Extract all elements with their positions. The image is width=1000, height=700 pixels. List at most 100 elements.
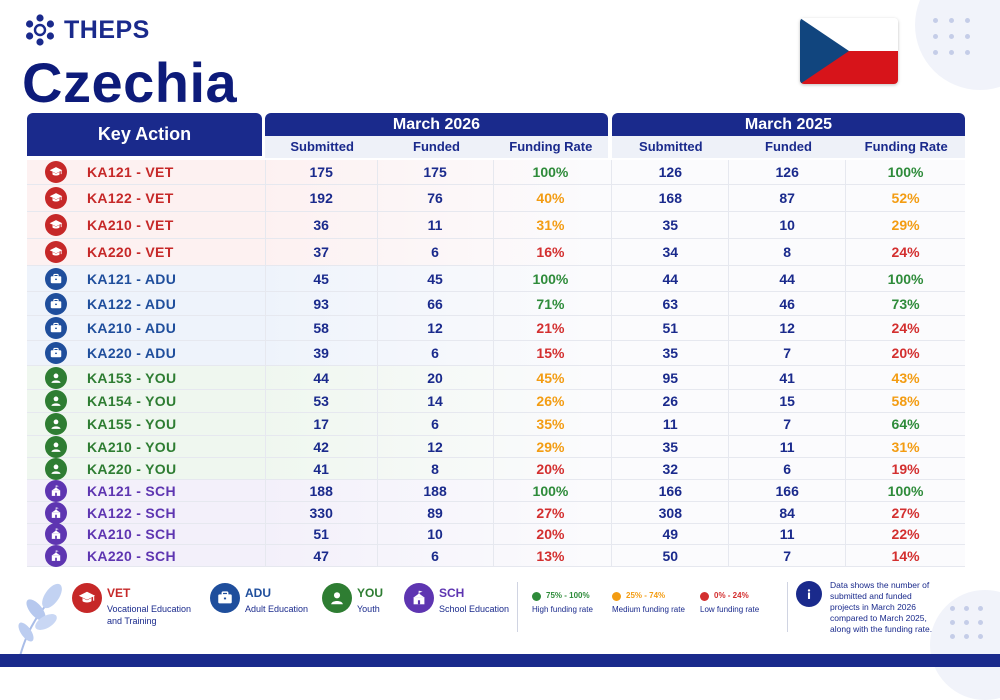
legend-sector-adu: ADU Adult Education (245, 586, 325, 615)
funded-cell: 6 (376, 545, 493, 566)
key-action-label: KA210 - SCH (87, 526, 176, 542)
legend-sector-name: Adult Education (245, 604, 309, 614)
funding-rate-cell: 40% (492, 185, 608, 211)
column-header-funding-rate: Funding Rate (864, 139, 948, 154)
submitted-cell: 175 (264, 160, 377, 184)
legend-sector-name: Vocational Education and Training (107, 604, 192, 626)
submitted-cell: 58 (264, 316, 377, 340)
column-headers-2025: Submitted Funded Funding Rate (612, 136, 965, 158)
rate-label-low: Low funding rate (700, 605, 760, 614)
submitted-cell: 95 (611, 366, 728, 389)
funded-cell: 11 (728, 524, 845, 544)
funded-cell: 6 (376, 341, 493, 365)
submitted-cell: 17 (264, 413, 377, 435)
rate-range-low: 0% - 24% (714, 591, 749, 600)
funded-cell: 76 (376, 185, 493, 211)
submitted-cell: 53 (264, 390, 377, 412)
info-icon (796, 581, 822, 607)
table-row: KA155 - YOU 17 6 35% 11 7 64% (27, 413, 965, 436)
submitted-cell: 11 (611, 413, 728, 435)
funded-cell: 84 (728, 502, 845, 523)
funded-cell: 7 (728, 413, 845, 435)
key-action-header: Key Action (27, 113, 262, 156)
funding-rate-cell: 21% (492, 316, 608, 340)
leaf-decoration-icon (18, 583, 62, 656)
person-icon (45, 366, 67, 389)
group-band-adu (27, 266, 965, 366)
submitted-cell: 126 (611, 160, 728, 184)
funded-cell: 8 (728, 239, 845, 265)
column-header-submitted: Submitted (639, 139, 703, 154)
group-band-vet (27, 160, 965, 266)
key-action-label: KA122 - SCH (87, 504, 176, 521)
person-icon (45, 457, 67, 480)
funding-rate-cell: 73% (845, 292, 965, 315)
submitted-cell: 45 (264, 266, 377, 291)
funded-cell: 66 (376, 292, 493, 315)
funding-rate-cell: 24% (845, 239, 965, 265)
person-icon (45, 390, 67, 412)
funding-rate-cell: 27% (492, 502, 608, 523)
table-row: KA122 - SCH 330 89 27% 308 84 27% (27, 501, 965, 524)
funded-cell: 12 (728, 316, 845, 340)
brand-name: THEPS (64, 15, 150, 44)
legend-sector-code: YOU (357, 586, 384, 600)
submitted-cell: 44 (264, 366, 377, 389)
funding-rate-cell: 20% (492, 524, 608, 544)
table-row: KA122 - VET 192 76 40% 168 87 52% (27, 185, 965, 212)
funding-rate-cell: 52% (845, 185, 965, 211)
funded-cell: 12 (376, 436, 493, 457)
submitted-cell: 39 (264, 341, 377, 365)
funded-cell: 7 (728, 341, 845, 365)
briefcase-icon (45, 342, 67, 364)
key-action-label: KA220 - ADU (87, 345, 177, 361)
rate-label-medium: Medium funding rate (612, 605, 685, 614)
rate-dot-high (532, 592, 541, 601)
table-row: KA153 - YOU 44 20 45% 95 41 43% (27, 366, 965, 390)
legend-sector-vet: VET Vocational Education and Training (107, 586, 192, 627)
submitted-cell: 63 (611, 292, 728, 315)
funding-rate-cell: 20% (492, 458, 608, 479)
legend-sector-you: YOU Youth (357, 586, 437, 615)
submitted-cell: 42 (264, 436, 377, 457)
funding-rate-cell: 20% (845, 341, 965, 365)
funding-rate-cell: 100% (492, 160, 608, 184)
rate-range-high: 75% - 100% (546, 591, 590, 600)
person-icon (322, 583, 352, 613)
key-action-cell: KA122 - VET (27, 185, 262, 211)
submitted-cell: 192 (264, 185, 377, 211)
table-row: KA154 - YOU 53 14 26% 26 15 58% (27, 390, 965, 413)
table-row: KA220 - VET 37 6 16% 34 8 24% (27, 239, 965, 266)
table-row: KA210 - SCH 51 10 20% 49 11 22% (27, 523, 965, 545)
funded-cell: 175 (376, 160, 493, 184)
funded-cell: 126 (728, 160, 845, 184)
key-action-label: KA121 - VET (87, 164, 174, 180)
period-label-2025: March 2025 (744, 115, 833, 133)
brand-logo: THEPS (24, 14, 150, 46)
theps-logo-icon (26, 14, 54, 46)
person-icon (45, 413, 67, 435)
funded-cell: 87 (728, 185, 845, 211)
table-row: KA220 - YOU 41 8 20% 32 6 19% (27, 457, 965, 480)
submitted-cell: 330 (264, 502, 377, 523)
key-action-cell: KA155 - YOU (27, 413, 262, 435)
key-action-cell: KA122 - SCH (27, 501, 262, 524)
key-action-label: KA121 - ADU (87, 270, 177, 287)
column-header-funding-rate: Funding Rate (509, 139, 593, 154)
funded-cell: 45 (376, 266, 493, 291)
key-action-header-label: Key Action (97, 124, 192, 144)
funding-rate-cell: 24% (845, 316, 965, 340)
group-band-you (27, 366, 965, 480)
funded-cell: 89 (376, 502, 493, 523)
funded-cell: 11 (728, 436, 845, 457)
school-icon (45, 479, 67, 502)
school-icon (45, 544, 67, 567)
submitted-cell: 35 (611, 436, 728, 457)
funding-rate-cell: 100% (845, 480, 965, 501)
column-header-funded: Funded (765, 139, 812, 154)
graduation-cap-icon (45, 187, 67, 209)
key-action-label: KA220 - VET (87, 244, 174, 260)
funded-cell: 188 (376, 480, 493, 501)
footer-bar (0, 654, 1000, 667)
school-icon (45, 501, 67, 524)
